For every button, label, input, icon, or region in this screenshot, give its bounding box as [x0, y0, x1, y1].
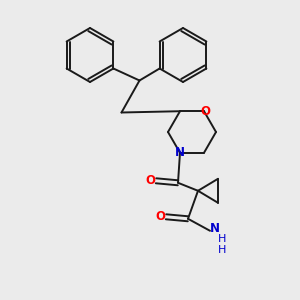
- Text: O: O: [200, 105, 210, 118]
- Text: O: O: [145, 174, 155, 187]
- Text: N: N: [175, 146, 185, 159]
- Text: N: N: [210, 222, 220, 235]
- Text: H: H: [218, 234, 226, 244]
- Text: O: O: [155, 210, 165, 223]
- Text: H: H: [218, 245, 226, 255]
